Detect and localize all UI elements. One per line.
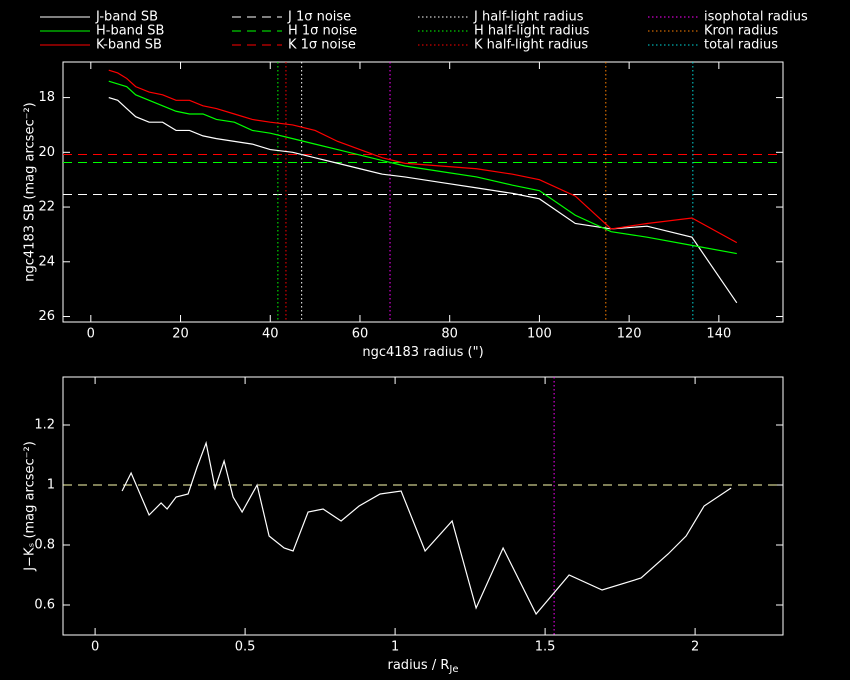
series-line: [121, 440, 732, 616]
y-tick-label: 20: [38, 145, 55, 160]
x-tick-label: 40: [262, 327, 279, 342]
x-axis-label-text: radius / R: [388, 658, 450, 673]
x-tick-label: 20: [172, 327, 189, 342]
x-tick-label: 1: [391, 640, 399, 655]
y-tick-label: 0.8: [34, 538, 55, 553]
x-tick-label: 140: [706, 327, 731, 342]
legend-label: K half-light radius: [474, 38, 588, 53]
legend-label: H-band SB: [96, 24, 164, 39]
x-axis-label-sub: Je: [448, 664, 458, 675]
legend-label: total radius: [704, 38, 778, 53]
x-tick-label: 0: [91, 640, 99, 655]
legend-label: Kron radius: [704, 24, 778, 39]
x-tick-label: 2: [691, 640, 699, 655]
x-tick-label: 0: [87, 327, 95, 342]
x-axis-label: ngc4183 radius ("): [362, 345, 483, 360]
y-axis-label: J−Kₛ (mag arcsec⁻²): [23, 441, 38, 572]
series-line: [108, 80, 737, 255]
x-tick-label: 60: [352, 327, 369, 342]
legend-label: isophotal radius: [704, 10, 808, 25]
legend-label: J half-light radius: [473, 10, 584, 25]
y-tick-label: 1: [47, 478, 55, 493]
plot-frame: [62, 376, 784, 636]
y-tick-label: 24: [38, 254, 55, 269]
legend-label: J 1σ noise: [287, 10, 351, 25]
x-tick-label: 80: [441, 327, 458, 342]
y-tick-label: 18: [38, 90, 55, 105]
y-tick-label: 1.2: [34, 418, 55, 433]
legend-label: H 1σ noise: [288, 24, 357, 39]
x-tick-label: 1.5: [535, 640, 556, 655]
legend-label: J-band SB: [95, 10, 158, 25]
series-line: [108, 97, 738, 304]
x-tick-label: 120: [617, 327, 642, 342]
x-tick-label: 0.5: [235, 640, 256, 655]
y-tick-label: 22: [38, 200, 55, 215]
y-tick-label: 26: [38, 309, 55, 324]
legend-label: H half-light radius: [474, 24, 590, 39]
y-axis-label: ngc4183 SB (mag arcsec⁻²): [23, 102, 38, 281]
x-axis-label: radius / RJe: [388, 658, 459, 676]
legend-label: K-band SB: [96, 38, 162, 53]
x-axis-label-text: ngc4183 radius ("): [362, 345, 483, 360]
y-tick-label: 0.6: [34, 598, 55, 613]
plot-frame: [62, 61, 784, 323]
series-line: [108, 69, 738, 244]
legend-label: K 1σ noise: [288, 38, 356, 53]
x-tick-label: 100: [527, 327, 552, 342]
